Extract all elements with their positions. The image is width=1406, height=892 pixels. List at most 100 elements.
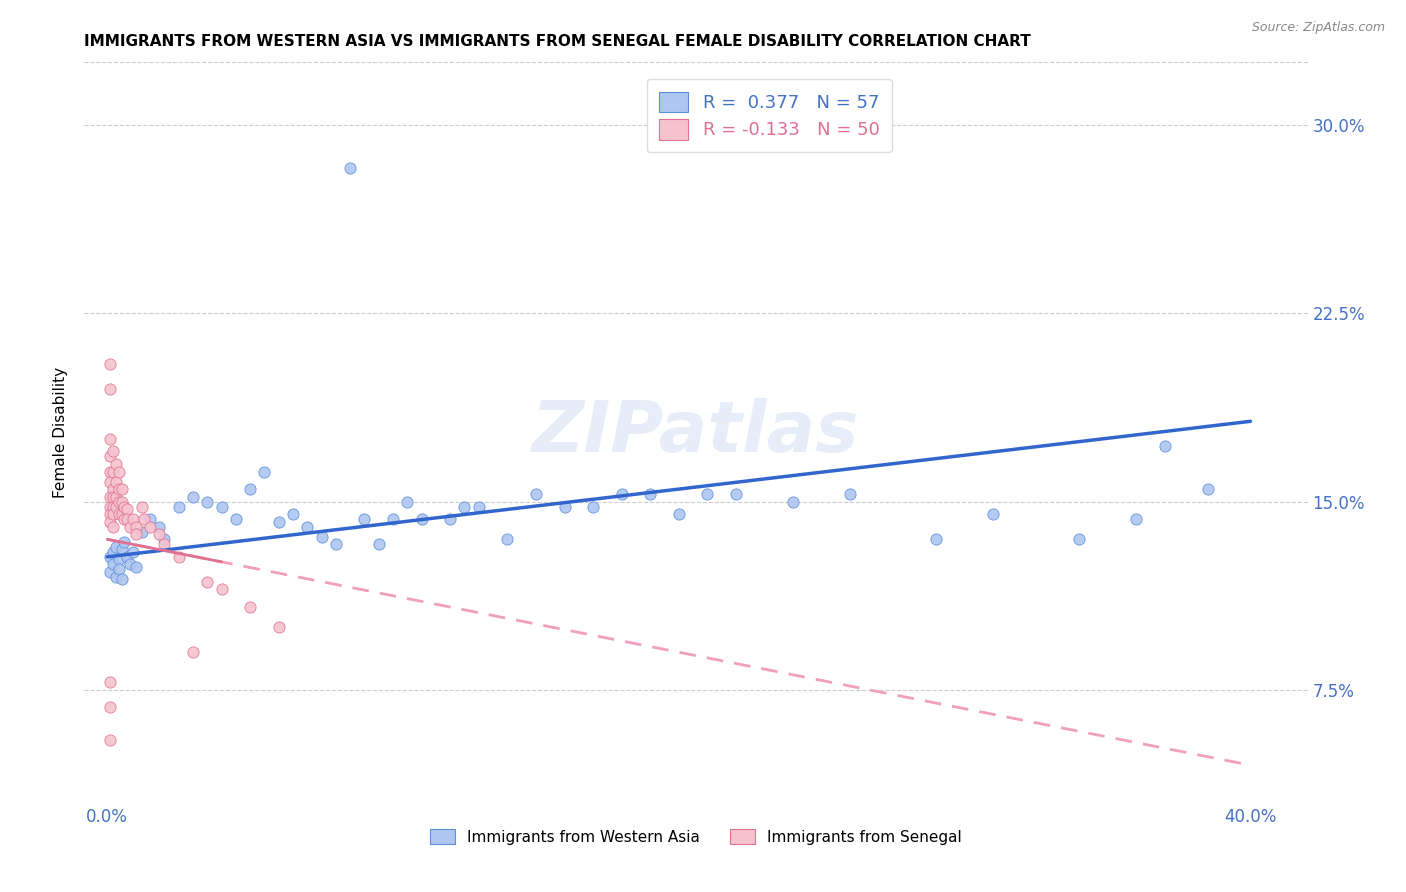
Point bbox=[101, 490, 124, 504]
Point bbox=[253, 465, 276, 479]
Point bbox=[125, 527, 148, 541]
Point bbox=[981, 507, 1004, 521]
Point bbox=[104, 457, 127, 471]
Point bbox=[325, 537, 347, 551]
Point bbox=[110, 542, 132, 557]
Point bbox=[1197, 482, 1219, 496]
Point bbox=[267, 620, 290, 634]
Point bbox=[382, 512, 405, 526]
Point bbox=[110, 507, 132, 521]
Point bbox=[115, 502, 138, 516]
Text: IMMIGRANTS FROM WESTERN ASIA VS IMMIGRANTS FROM SENEGAL FEMALE DISABILITY CORREL: IMMIGRANTS FROM WESTERN ASIA VS IMMIGRAN… bbox=[84, 34, 1031, 49]
Point bbox=[496, 533, 519, 547]
Point bbox=[453, 500, 475, 514]
Point bbox=[134, 512, 156, 526]
Point bbox=[339, 161, 361, 175]
Point bbox=[782, 494, 804, 508]
Point bbox=[1125, 512, 1147, 526]
Point bbox=[110, 494, 132, 508]
Point bbox=[582, 500, 605, 514]
Point bbox=[396, 494, 419, 508]
Point bbox=[211, 500, 233, 514]
Point bbox=[107, 482, 129, 496]
Point bbox=[131, 500, 153, 514]
Point bbox=[267, 515, 290, 529]
Point bbox=[439, 512, 461, 526]
Point bbox=[98, 382, 121, 396]
Text: Source: ZipAtlas.com: Source: ZipAtlas.com bbox=[1251, 21, 1385, 34]
Point bbox=[98, 450, 121, 464]
Point bbox=[195, 574, 218, 589]
Point bbox=[107, 465, 129, 479]
Point bbox=[131, 524, 153, 539]
Point bbox=[148, 527, 170, 541]
Point bbox=[195, 494, 218, 508]
Point bbox=[98, 565, 121, 579]
Point bbox=[107, 507, 129, 521]
Point bbox=[101, 500, 124, 514]
Point bbox=[610, 487, 633, 501]
Point bbox=[839, 487, 862, 501]
Point bbox=[181, 645, 204, 659]
Point bbox=[120, 520, 142, 534]
Point bbox=[167, 500, 190, 514]
Point bbox=[1153, 439, 1175, 453]
Legend: Immigrants from Western Asia, Immigrants from Senegal: Immigrants from Western Asia, Immigrants… bbox=[425, 822, 967, 851]
Point bbox=[468, 500, 491, 514]
Point bbox=[98, 700, 121, 714]
Point bbox=[104, 570, 127, 584]
Point bbox=[139, 520, 162, 534]
Point bbox=[524, 487, 547, 501]
Point bbox=[112, 500, 135, 514]
Point bbox=[225, 512, 247, 526]
Point bbox=[101, 520, 124, 534]
Point bbox=[112, 534, 135, 549]
Point bbox=[239, 482, 262, 496]
Point bbox=[107, 562, 129, 576]
Point bbox=[101, 507, 124, 521]
Point bbox=[411, 512, 433, 526]
Point bbox=[281, 507, 304, 521]
Point bbox=[98, 465, 121, 479]
Point bbox=[353, 512, 375, 526]
Point bbox=[104, 490, 127, 504]
Point bbox=[153, 533, 176, 547]
Point bbox=[311, 530, 333, 544]
Point bbox=[181, 490, 204, 504]
Point bbox=[297, 520, 319, 534]
Point bbox=[98, 475, 121, 489]
Point bbox=[638, 487, 661, 501]
Point bbox=[148, 520, 170, 534]
Point bbox=[101, 482, 124, 496]
Y-axis label: Female Disability: Female Disability bbox=[53, 367, 69, 499]
Point bbox=[367, 537, 389, 551]
Point bbox=[98, 432, 121, 446]
Point bbox=[107, 552, 129, 566]
Point bbox=[112, 512, 135, 526]
Point bbox=[115, 549, 138, 564]
Point bbox=[98, 515, 121, 529]
Point bbox=[122, 545, 145, 559]
Point bbox=[98, 500, 121, 514]
Point bbox=[211, 582, 233, 597]
Point bbox=[1067, 533, 1090, 547]
Point bbox=[98, 507, 121, 521]
Point bbox=[724, 487, 747, 501]
Point bbox=[104, 500, 127, 514]
Point bbox=[107, 494, 129, 508]
Point bbox=[101, 545, 124, 559]
Point bbox=[101, 558, 124, 572]
Point bbox=[239, 600, 262, 615]
Point bbox=[98, 733, 121, 747]
Point bbox=[696, 487, 718, 501]
Point bbox=[98, 675, 121, 690]
Point bbox=[101, 465, 124, 479]
Point bbox=[153, 537, 176, 551]
Point bbox=[125, 560, 148, 574]
Point bbox=[110, 573, 132, 587]
Point bbox=[668, 507, 690, 521]
Point bbox=[104, 540, 127, 554]
Point bbox=[139, 512, 162, 526]
Point bbox=[925, 533, 948, 547]
Point bbox=[115, 512, 138, 526]
